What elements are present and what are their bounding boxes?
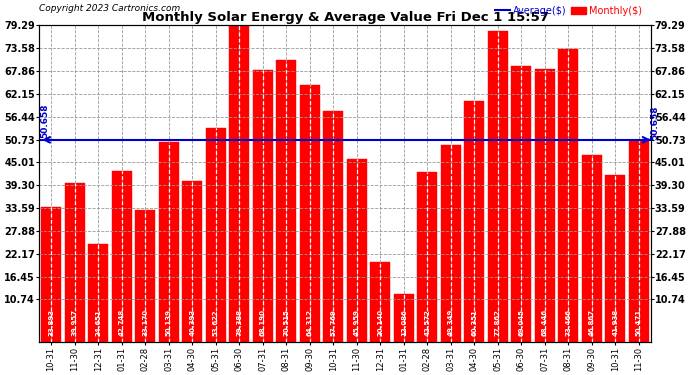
Bar (182, 181, 202, 342)
Bar (135, 210, 155, 342)
Bar (41, 207, 61, 342)
Text: 42.572: 42.572 (424, 309, 431, 336)
Bar (206, 128, 226, 342)
Bar (558, 49, 578, 342)
Text: 73.466: 73.466 (565, 309, 571, 336)
Bar (417, 172, 437, 342)
Bar (276, 60, 296, 342)
Text: 49.349: 49.349 (448, 309, 454, 336)
Text: Copyright 2023 Cartronics.com: Copyright 2023 Cartronics.com (39, 4, 181, 13)
Text: 79.388: 79.388 (236, 309, 242, 336)
Text: 39.957: 39.957 (72, 309, 77, 336)
Bar (488, 31, 508, 342)
Text: 50.139: 50.139 (166, 309, 172, 336)
Bar (629, 141, 649, 342)
Text: 53.622: 53.622 (213, 310, 219, 336)
Text: 12.086: 12.086 (401, 309, 407, 336)
Bar (394, 294, 414, 342)
Text: 50.471: 50.471 (636, 309, 642, 336)
Text: 50.658: 50.658 (651, 105, 660, 140)
Bar (112, 171, 132, 342)
Text: 33.170: 33.170 (142, 309, 148, 336)
Text: 33.893: 33.893 (48, 309, 54, 336)
Title: Monthly Solar Energy & Average Value Fri Dec 1 15:57: Monthly Solar Energy & Average Value Fri… (141, 11, 549, 24)
Text: 41.938: 41.938 (613, 309, 618, 336)
Text: 50.658: 50.658 (40, 103, 49, 138)
Text: 20.140: 20.140 (377, 309, 383, 336)
Text: 42.748: 42.748 (119, 309, 125, 336)
Bar (605, 175, 625, 342)
Text: 77.862: 77.862 (495, 309, 501, 336)
Text: 24.651: 24.651 (95, 309, 101, 336)
Bar (347, 159, 367, 342)
Bar (511, 66, 531, 342)
Text: 69.045: 69.045 (518, 309, 524, 336)
Bar (464, 101, 484, 342)
Text: 68.190: 68.190 (259, 309, 266, 336)
Text: 68.446: 68.446 (542, 309, 548, 336)
Bar (253, 70, 273, 342)
Legend: Average($), Monthly($): Average($), Monthly($) (491, 2, 646, 20)
Bar (441, 145, 461, 342)
Text: 40.393: 40.393 (189, 309, 195, 336)
Bar (535, 69, 555, 342)
Text: 46.867: 46.867 (589, 309, 595, 336)
Bar (323, 111, 343, 342)
Text: 45.959: 45.959 (354, 309, 359, 336)
Bar (299, 85, 319, 342)
Bar (88, 244, 108, 342)
Bar (582, 155, 602, 342)
Text: 70.515: 70.515 (283, 309, 289, 336)
Bar (371, 262, 391, 342)
Text: 64.312: 64.312 (307, 309, 313, 336)
Bar (229, 25, 249, 342)
Bar (159, 142, 179, 342)
Text: 57.769: 57.769 (331, 309, 336, 336)
Text: 60.351: 60.351 (471, 309, 477, 336)
Bar (65, 183, 85, 342)
